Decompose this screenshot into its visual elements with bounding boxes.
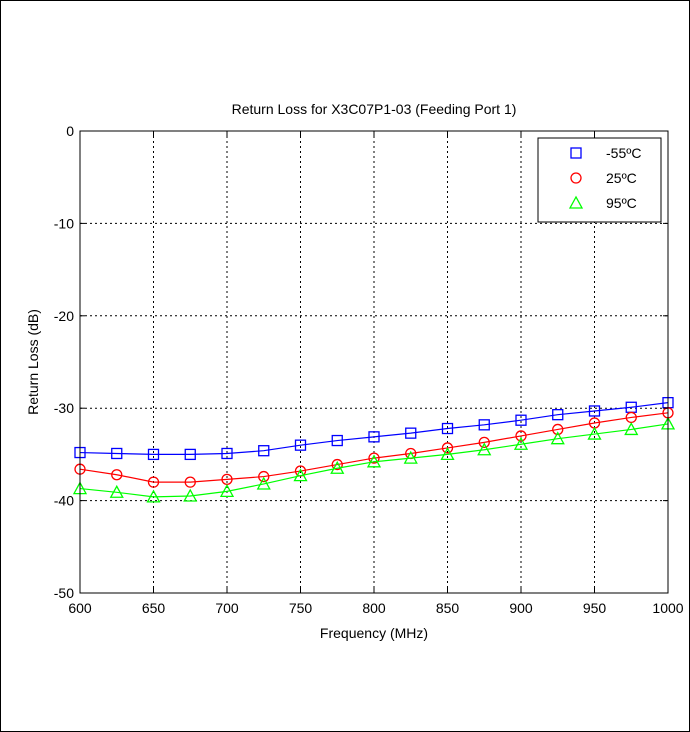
series-layer [72,397,676,503]
data-point [550,431,565,445]
x-tick-label: 800 [362,600,386,616]
data-point [552,423,564,436]
series-line [79,412,669,483]
legend-box [537,137,662,223]
data-point [184,476,196,488]
x-axis-label: Frequency (MHz) [320,625,428,641]
legend-label: 95ºC [606,195,637,211]
y-tick-label: -40 [54,493,74,509]
data-point [258,470,270,483]
data-point [587,426,602,440]
data-point [221,447,233,460]
data-point [146,489,161,503]
data-point [552,409,564,421]
data-point [477,442,492,456]
data-point [441,422,454,435]
data-point [441,442,454,454]
series-3 [72,416,676,503]
chart-title: Return Loss for X3C07P1-03 (Feeding Port… [232,101,517,117]
x-tick-label: 600 [68,600,92,616]
x-tick-label: 850 [436,600,460,616]
x-tick-label: 750 [289,600,313,616]
x-tick-label: 700 [215,600,239,616]
x-tick-label: 1000 [652,600,683,616]
data-point [588,405,601,417]
y-axis-label: Return Loss (dB) [25,309,41,415]
x-tick-label: 950 [583,600,607,616]
series-line [79,423,669,498]
legend: -55ºC 25ºC 95ºC [537,137,662,223]
data-point [368,431,380,443]
data-point [331,458,343,471]
data-point [111,469,123,481]
data-point [405,427,417,439]
data-point [184,448,196,461]
y-tick-label: -50 [54,585,74,601]
data-point [624,422,639,436]
data-point [366,454,382,468]
y-tick-label: -20 [54,308,74,324]
series-line [79,402,669,455]
data-point [109,484,124,498]
data-point [219,484,235,498]
data-point [368,452,380,464]
data-point [293,468,308,482]
data-point [515,430,527,442]
data-point [258,445,270,457]
data-point [478,436,490,449]
legend-marker [568,195,584,209]
series-1 [74,397,674,461]
data-point [147,448,160,461]
data-point [403,450,418,464]
data-point [440,447,455,461]
data-point [513,436,529,450]
data-point [515,414,527,426]
grid [80,131,668,593]
data-point [331,434,343,447]
legend-marker [570,147,582,159]
y-tick-label: 0 [66,123,74,139]
data-point [478,419,490,431]
data-point [111,447,123,460]
legend-label: -55ºC [606,145,641,161]
data-point [147,476,160,488]
data-point [183,488,198,502]
legend-marker [570,172,582,184]
x-tick-label: 900 [509,600,533,616]
data-point [256,476,271,490]
legend-label: 25ºC [606,170,637,186]
x-tick-label: 650 [142,600,166,616]
y-tick-label: -30 [54,400,74,416]
axis-ticks: 600 650 700 750 800 850 900 950 1000 0 -10 -20 -30 -4… [54,123,684,616]
data-point [330,460,345,474]
data-point [294,439,307,451]
y-tick-label: -10 [54,215,74,231]
